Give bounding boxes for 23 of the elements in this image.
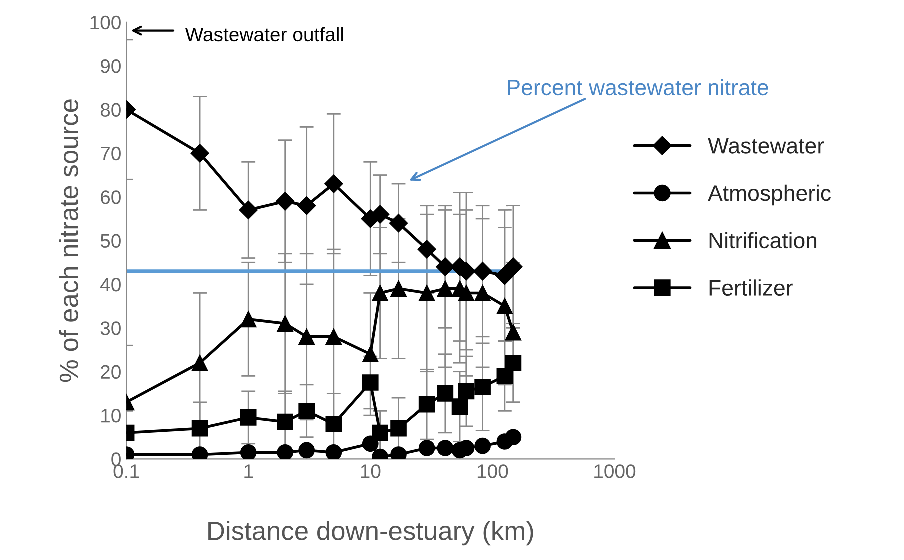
x-tick-label: 100 <box>478 464 508 478</box>
y-tick-label: 30 <box>100 322 121 336</box>
y-tick-label: 70 <box>101 146 121 161</box>
y-tick-label: 20 <box>101 365 121 380</box>
legend-label: Fertilizer <box>710 280 793 296</box>
legend-label: Wastewater <box>708 138 824 154</box>
y-tick-label: 60 <box>101 190 121 204</box>
x-tick-label: 10 <box>361 464 381 478</box>
annotation: Percent wastewater nitrate <box>508 79 768 96</box>
y-tick-label: 90 <box>100 60 121 74</box>
y-tick-label: 50 <box>100 234 121 248</box>
x-axis-title: Distance down-estuary (km) <box>208 521 534 546</box>
annotation: Wastewater outfall <box>185 27 344 42</box>
y-tick-label: 40 <box>100 278 121 292</box>
x-tick-label: 0.1 <box>114 464 140 478</box>
legend-label: Nitrification <box>710 232 817 249</box>
legend-label: Atmospheric <box>708 184 831 206</box>
x-tick-label: 1000 <box>594 464 636 478</box>
y-axis-title: % of each nitrate source <box>59 100 78 382</box>
y-tick-label: 100 <box>90 16 121 30</box>
y-tick-label: 80 <box>100 103 121 117</box>
y-tick-label: 10 <box>102 408 121 423</box>
x-tick-label: 1 <box>244 464 254 478</box>
